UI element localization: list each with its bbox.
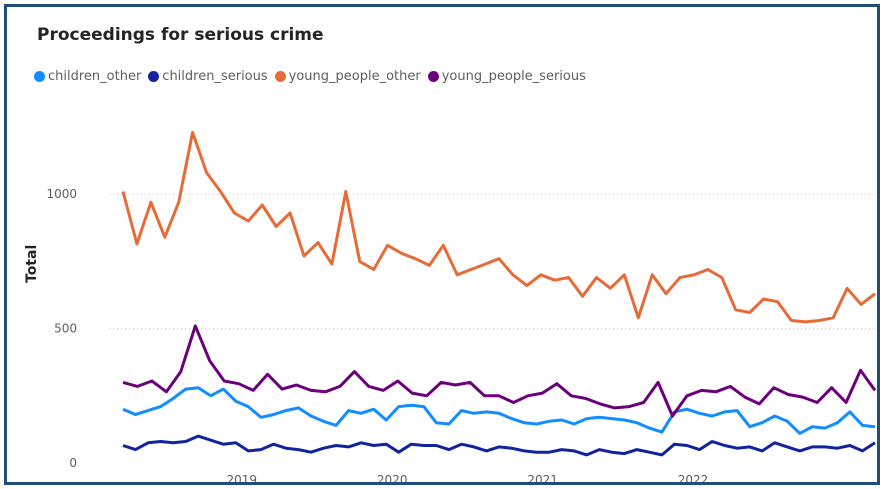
legend-item-young-people-other[interactable]: young_people_other: [274, 69, 421, 84]
legend-item-young-people-serious[interactable]: young_people_serious: [427, 69, 586, 84]
series-line-young-people-serious[interactable]: [122, 324, 877, 418]
x-tick-label: 2019: [227, 473, 258, 485]
legend-marker-icon: [148, 71, 160, 82]
legend-marker-icon: [274, 71, 286, 82]
series-line-children-other[interactable]: [122, 386, 876, 435]
legend-item-children-other[interactable]: children_other: [34, 69, 141, 84]
chart-title: Proceedings for serious crime: [37, 25, 324, 45]
legend-label: children_other: [48, 69, 142, 84]
legend: children_other children_serious young_pe…: [34, 69, 593, 84]
legend-label: children_serious: [162, 69, 268, 84]
x-tick-label: 2022: [678, 473, 709, 485]
y-tick-label: 1000: [46, 187, 77, 201]
y-axis-title: Total: [24, 244, 40, 283]
x-tick-label: 2020: [377, 473, 408, 485]
legend-marker-icon: [34, 71, 45, 82]
series-line-young-people-other[interactable]: [121, 130, 876, 324]
y-tick-label: 0: [69, 456, 77, 470]
legend-label: young_people_other: [288, 69, 421, 84]
plot-area: 0 500 1000 2019 2020 2021 2022: [46, 130, 877, 485]
legend-item-children-serious[interactable]: children_serious: [148, 69, 268, 84]
x-tick-label: 2021: [527, 473, 558, 485]
series-line-children-serious[interactable]: [122, 434, 876, 457]
chart-card: Proceedings for serious crime children_o…: [4, 4, 880, 485]
legend-marker-icon: [427, 71, 439, 82]
y-tick-label: 500: [54, 322, 77, 336]
legend-label: young_people_serious: [441, 69, 586, 84]
